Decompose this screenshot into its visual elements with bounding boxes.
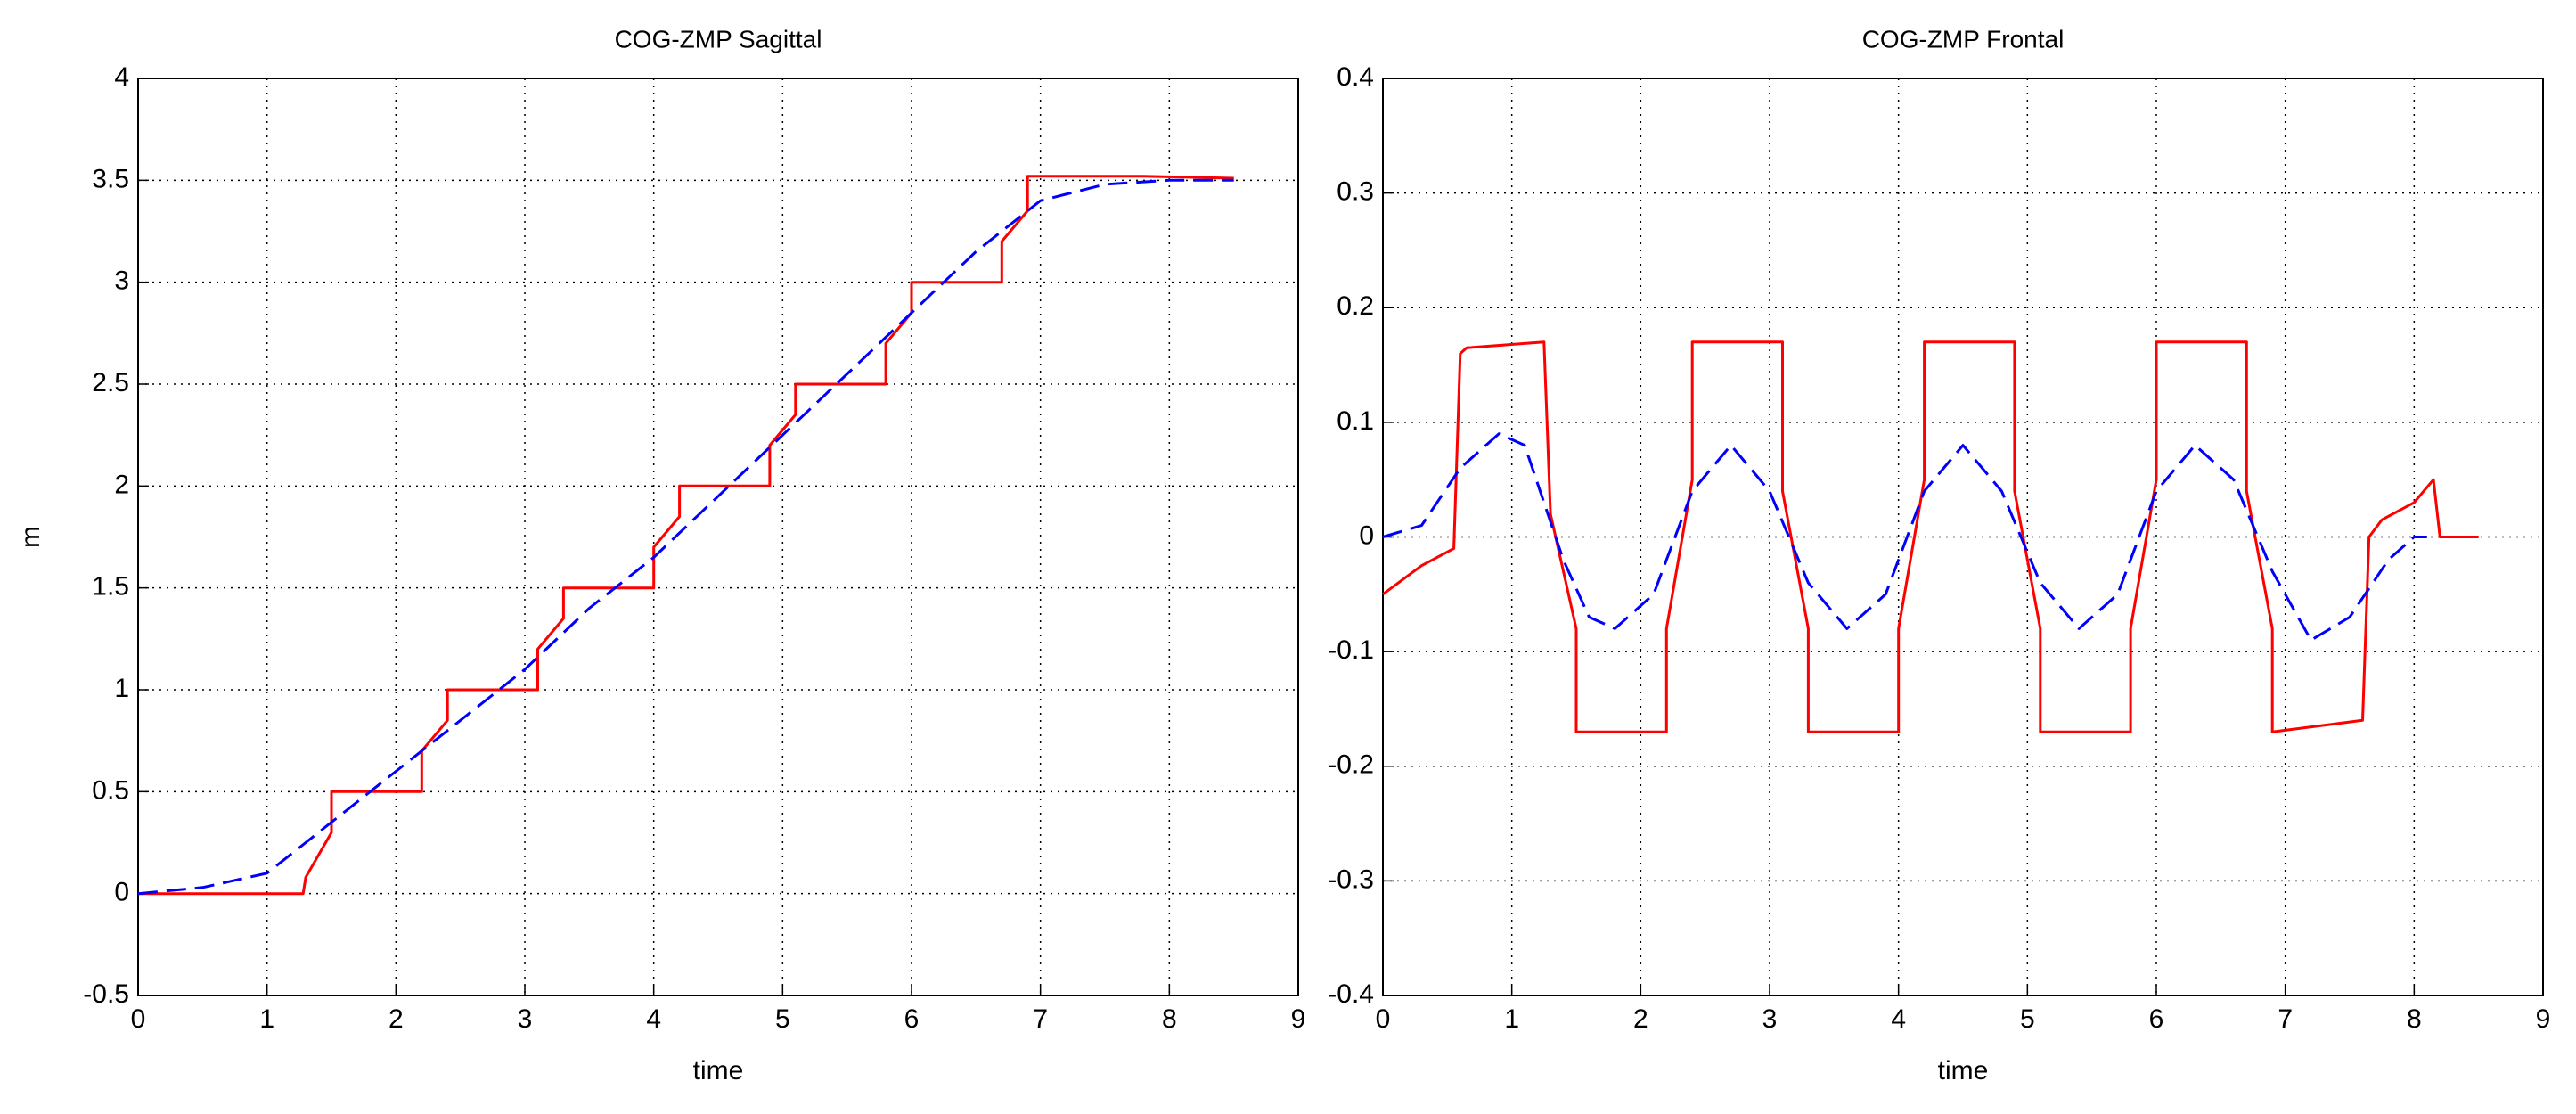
y-tick-label: 0: [114, 878, 129, 907]
chart-title: COG-ZMP Frontal: [1862, 25, 2065, 53]
x-tick-label: 0: [131, 1004, 146, 1034]
axes-box: [137, 78, 1299, 996]
y-tick-label: 1: [114, 674, 129, 703]
x-tick-label: 0: [1376, 1004, 1391, 1034]
y-tick-label: 3: [114, 266, 129, 296]
y-tick-label: 0.3: [1337, 177, 1374, 207]
x-tick-label: 9: [2536, 1004, 2551, 1034]
x-tick-label: 3: [1762, 1004, 1778, 1034]
x-tick-label: 1: [1504, 1004, 1519, 1034]
y-tick-label: -0.5: [83, 979, 129, 1009]
y-tick-label: 2: [114, 470, 129, 499]
x-tick-label: 2: [1633, 1004, 1648, 1034]
y-tick-label: -0.2: [1328, 750, 1374, 780]
x-tick-label: 7: [1033, 1004, 1048, 1034]
x-tick-label: 3: [518, 1004, 533, 1034]
chart-title: COG-ZMP Sagittal: [615, 25, 822, 53]
y-tick-label: 3.5: [92, 164, 129, 193]
x-tick-label: 6: [904, 1004, 920, 1034]
y-tick-label: 0.5: [92, 775, 129, 805]
x-axis-label: time: [693, 1056, 744, 1085]
y-tick-label: 1.5: [92, 572, 129, 602]
x-tick-label: 4: [1891, 1004, 1906, 1034]
y-tick-label: -0.3: [1328, 864, 1374, 894]
y-tick-label: 0.2: [1337, 291, 1374, 321]
x-tick-label: 1: [259, 1004, 274, 1034]
x-tick-label: 4: [646, 1004, 661, 1034]
x-tick-label: 8: [2407, 1004, 2422, 1034]
x-tick-label: 2: [388, 1004, 404, 1034]
y-tick-label: 0.4: [1337, 62, 1374, 92]
x-tick-label: 5: [2020, 1004, 2035, 1034]
y-axis-label: m: [16, 526, 45, 548]
x-tick-label: 9: [1291, 1004, 1306, 1034]
x-tick-label: 5: [775, 1004, 790, 1034]
x-axis-label: time: [1938, 1056, 1989, 1085]
x-tick-label: 6: [2149, 1004, 2164, 1034]
y-tick-label: -0.1: [1328, 635, 1374, 665]
data-line: [137, 178, 1234, 896]
data-line: [138, 175, 1234, 896]
data-line: [1382, 340, 2479, 733]
y-tick-label: 2.5: [92, 368, 129, 397]
y-tick-label: 4: [114, 62, 129, 92]
x-tick-label: 8: [1162, 1004, 1177, 1034]
x-tick-label: 7: [2278, 1004, 2293, 1034]
y-tick-label: 0: [1359, 520, 1374, 550]
y-tick-label: 0.1: [1337, 406, 1374, 436]
y-tick-label: -0.4: [1328, 979, 1374, 1009]
data-line: [1382, 432, 2427, 642]
